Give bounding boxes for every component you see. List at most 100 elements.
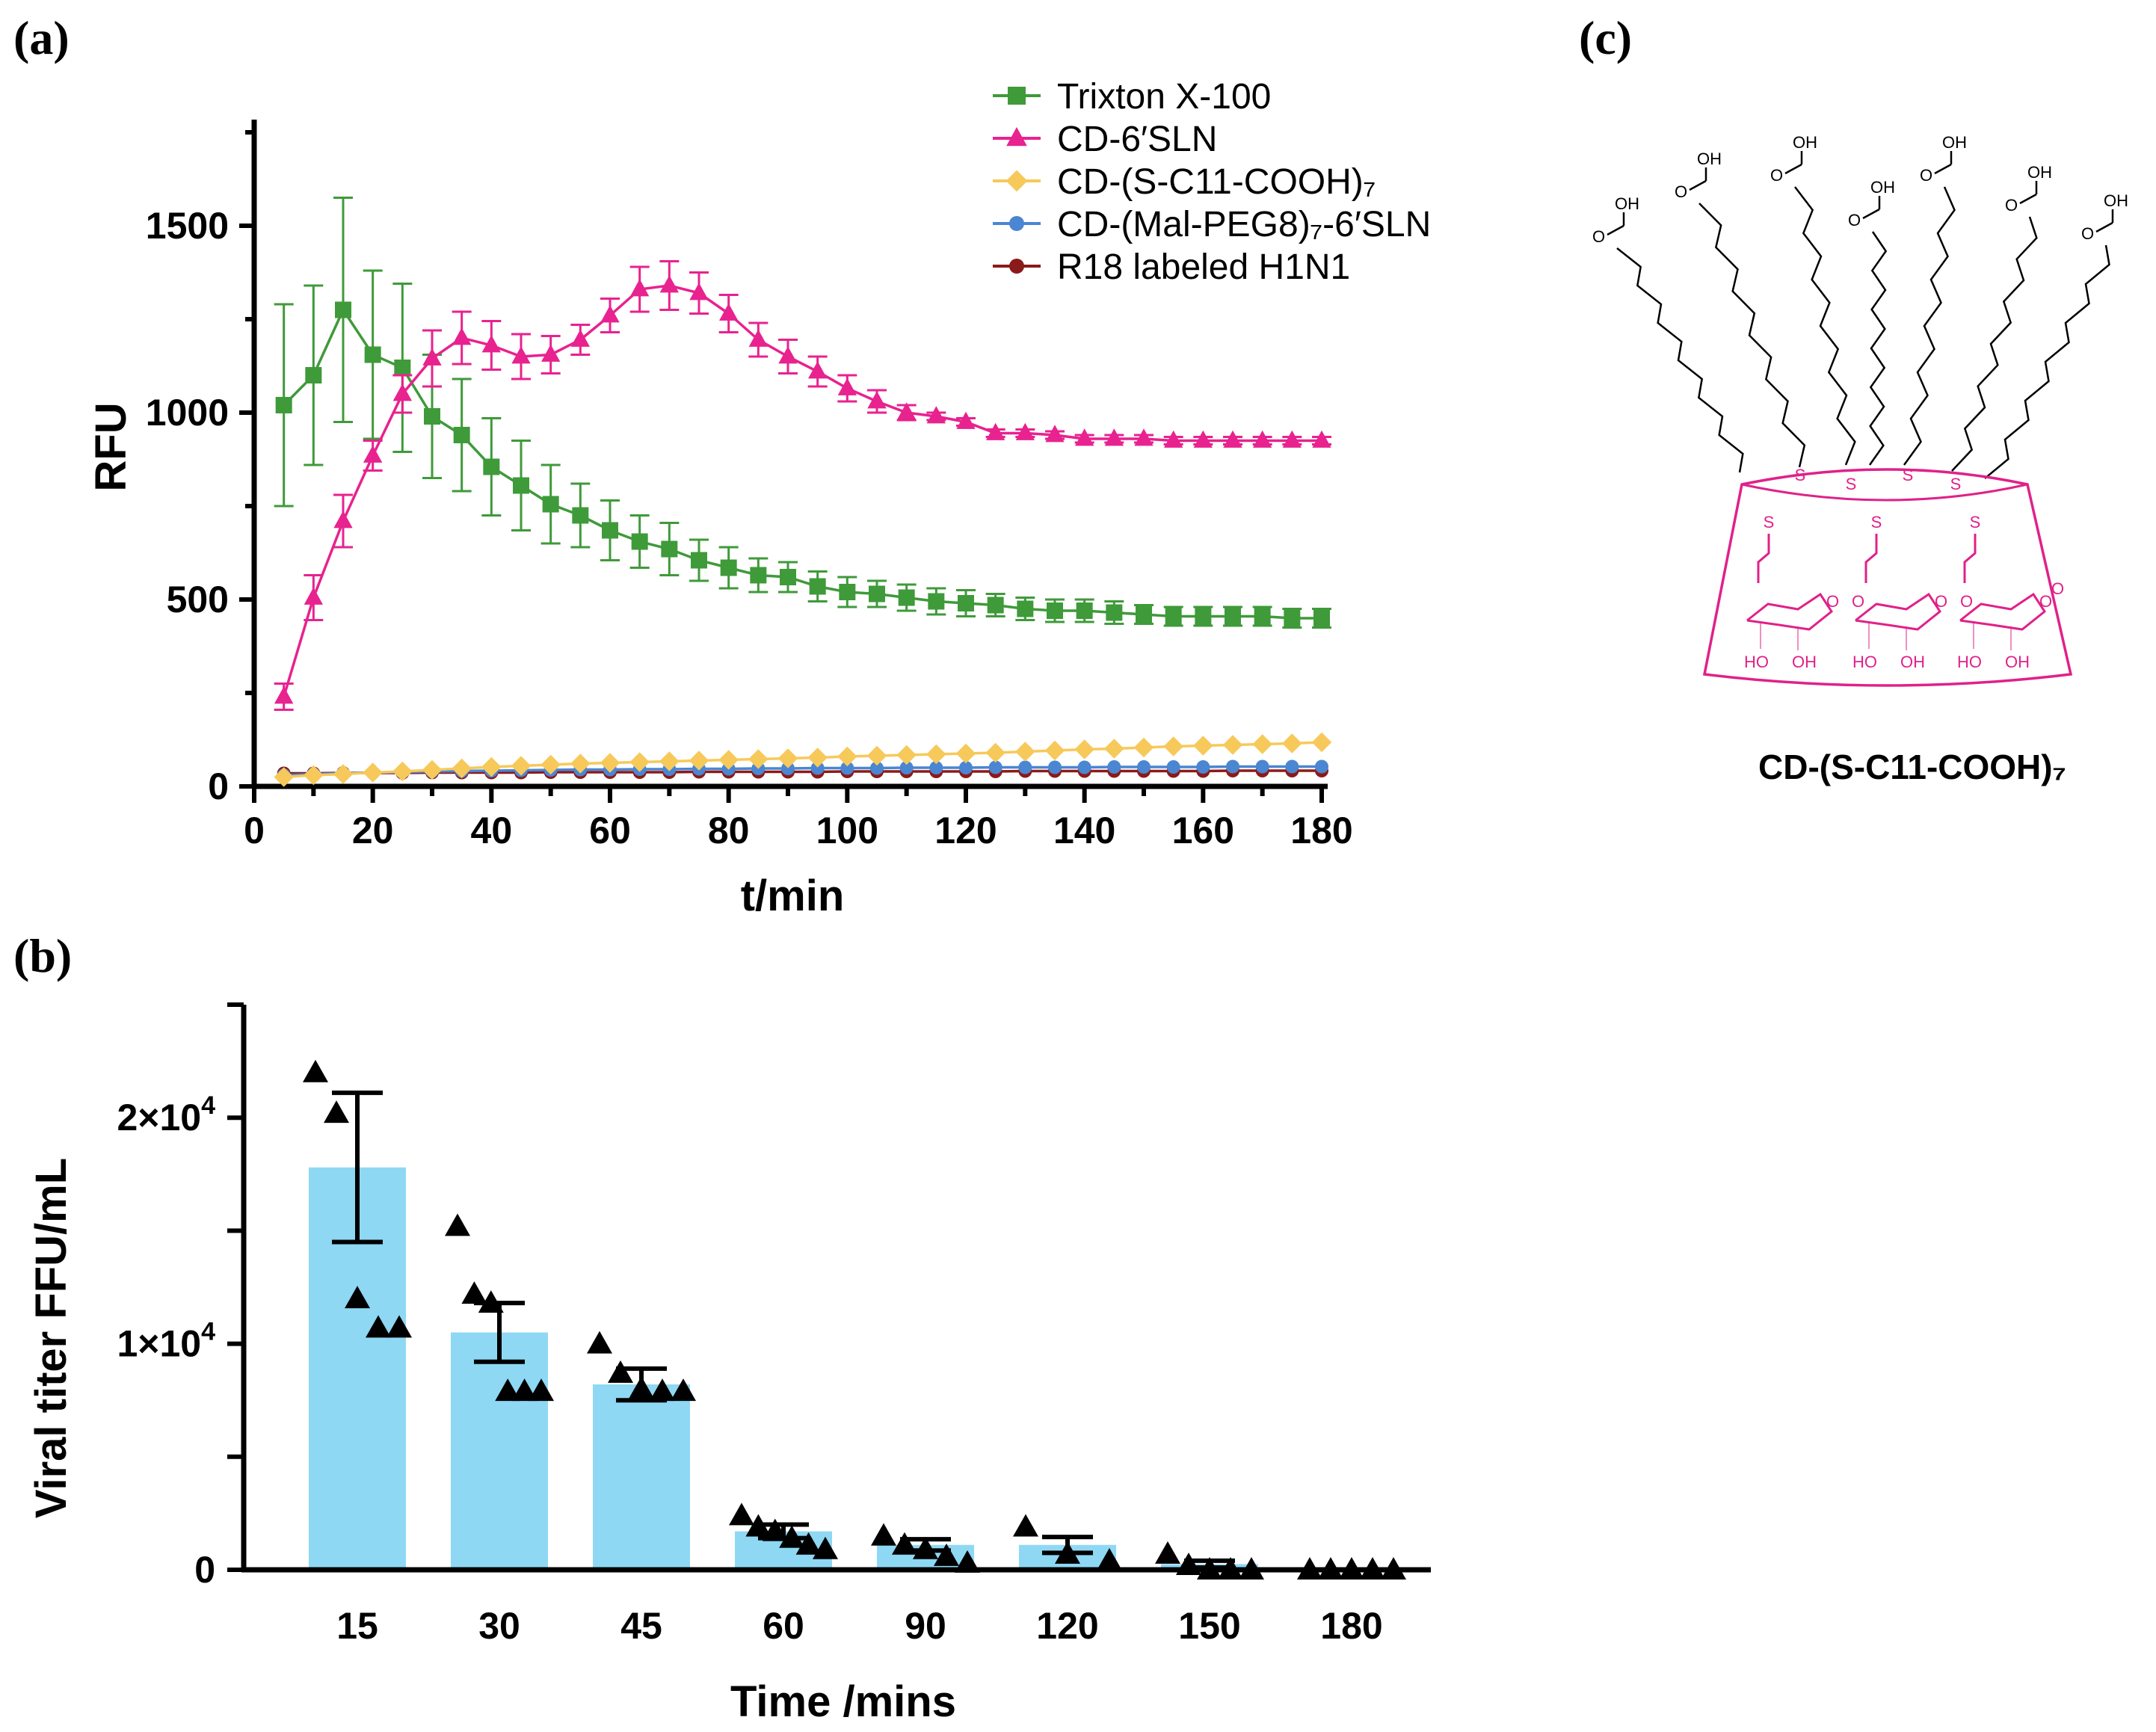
- data-point: [928, 593, 945, 610]
- data-point: [1133, 737, 1154, 758]
- data-point: [1166, 760, 1180, 774]
- carboxyl-hydroxyl: OH: [1793, 133, 1817, 152]
- data-point: [810, 761, 825, 775]
- replicate-point: [955, 1550, 980, 1573]
- carbonyl-bond: [2095, 221, 2113, 233]
- data-point: [1282, 733, 1302, 753]
- data-point: [304, 587, 323, 605]
- carboxyl-hydroxyl: OH: [1697, 150, 1722, 168]
- data-point: [956, 411, 976, 429]
- data-point: [898, 589, 915, 606]
- data-point: [659, 751, 680, 771]
- panel-c-label: (c): [1579, 11, 1632, 64]
- data-point: [1163, 736, 1183, 756]
- replicate-point: [445, 1213, 470, 1236]
- data-point: [1074, 739, 1094, 759]
- data-point: [750, 567, 767, 584]
- series-triton: [274, 197, 1331, 629]
- sulfur-atom: S: [1846, 475, 1857, 493]
- data-point: [1222, 735, 1243, 755]
- data-point: [1285, 759, 1299, 774]
- replicate-point: [1318, 1557, 1343, 1580]
- x-tick-label: 150: [1178, 1605, 1240, 1647]
- data-point: [274, 767, 294, 787]
- structure-caption: CD-(S-C11-COOH)₇: [1758, 748, 2066, 786]
- legend-label: R18 labeled H1N1: [1057, 247, 1350, 287]
- data-point: [452, 758, 472, 779]
- alkyl-chain: [1698, 203, 1806, 468]
- data-point: [481, 335, 501, 353]
- ring-hydroxyl: OH: [2005, 653, 2030, 671]
- chart-a: 0 500 1000 1500 0 20 40 60 80 100 120 140 160 180 Tri…: [87, 77, 1431, 920]
- data-point: [600, 753, 620, 773]
- data-point: [1134, 428, 1154, 446]
- data-point: [926, 744, 946, 765]
- data-point: [807, 748, 828, 768]
- data-point: [335, 301, 351, 318]
- replicate-point: [1381, 1557, 1406, 1580]
- carbonyl-bond: [1934, 163, 1952, 175]
- carboxyl-hydroxyl: OH: [1615, 194, 1639, 213]
- carboxyl-hydroxyl: OH: [1942, 133, 1967, 152]
- glucose-ring: [1959, 592, 2047, 631]
- replicate-point: [729, 1503, 754, 1526]
- data-point: [867, 391, 887, 409]
- x-tick-label: 0: [244, 810, 265, 851]
- carbonyl-oxygen: O: [1848, 211, 1861, 229]
- ring-bond: [1963, 534, 1977, 583]
- chart-a-legend: Trixton X-100CD-6′SLNCD-(S-C11-COOH)₇CD-…: [993, 77, 1431, 287]
- replicate-point: [795, 1532, 822, 1555]
- data-point: [926, 406, 946, 424]
- replicate-point: [671, 1378, 696, 1402]
- data-point: [748, 329, 768, 347]
- legend-marker: [1006, 127, 1027, 147]
- replicate-point: [386, 1315, 412, 1338]
- legend-marker: [1005, 170, 1028, 192]
- data-point: [781, 762, 795, 775]
- y-tick-label: 1500: [146, 205, 229, 247]
- ring-hydroxyl: HO: [1957, 653, 1982, 671]
- data-point: [929, 761, 943, 774]
- carbonyl-oxygen: O: [1675, 182, 1687, 201]
- data-point: [1312, 430, 1331, 448]
- legend-label: CD-(Mal-PEG8)₇-6′SLN: [1057, 205, 1431, 244]
- data-point: [1017, 600, 1034, 617]
- data-point: [481, 756, 502, 777]
- carbonyl-bond: [2019, 193, 2037, 205]
- data-point: [661, 540, 678, 558]
- data-point: [777, 748, 798, 768]
- x-tick-label: 80: [708, 810, 750, 851]
- sulfur-atom: S: [1970, 513, 1981, 531]
- data-point: [363, 762, 383, 783]
- data-point: [333, 764, 354, 784]
- replicate-point: [608, 1360, 633, 1383]
- x-tick-label: 120: [1036, 1605, 1098, 1647]
- replicate-point: [461, 1281, 487, 1304]
- carbonyl-oxygen: O: [2005, 196, 2018, 215]
- data-point: [958, 595, 974, 611]
- replicate-point: [1155, 1541, 1180, 1564]
- data-point: [987, 597, 1004, 614]
- data-point: [866, 745, 887, 766]
- data-point: [1047, 602, 1063, 619]
- x-tick-label: 180: [1290, 810, 1352, 851]
- chart-b-x-axis-title: Time /mins: [730, 1677, 956, 1726]
- data-point: [541, 344, 561, 362]
- glycosidic-oxygen: O: [1960, 592, 1973, 611]
- data-point: [1044, 740, 1065, 761]
- data-point: [630, 279, 650, 297]
- data-point: [689, 283, 709, 301]
- data-point: [1313, 610, 1330, 626]
- data-point: [1193, 736, 1213, 756]
- x-tick-label: 60: [589, 810, 631, 851]
- ring-oxygen: O: [2051, 579, 2064, 598]
- ring-top-rim: [1741, 483, 2028, 502]
- data-point: [511, 756, 532, 776]
- ring-oxygen: O: [2039, 592, 2052, 611]
- ring-oxygen: O: [1826, 592, 1839, 611]
- data-point: [1193, 430, 1213, 448]
- data-point: [542, 496, 559, 513]
- replicate-point: [1097, 1547, 1122, 1571]
- y-tick-base: 1×10: [117, 1323, 201, 1365]
- y-tick-exponent: 4: [201, 1091, 215, 1120]
